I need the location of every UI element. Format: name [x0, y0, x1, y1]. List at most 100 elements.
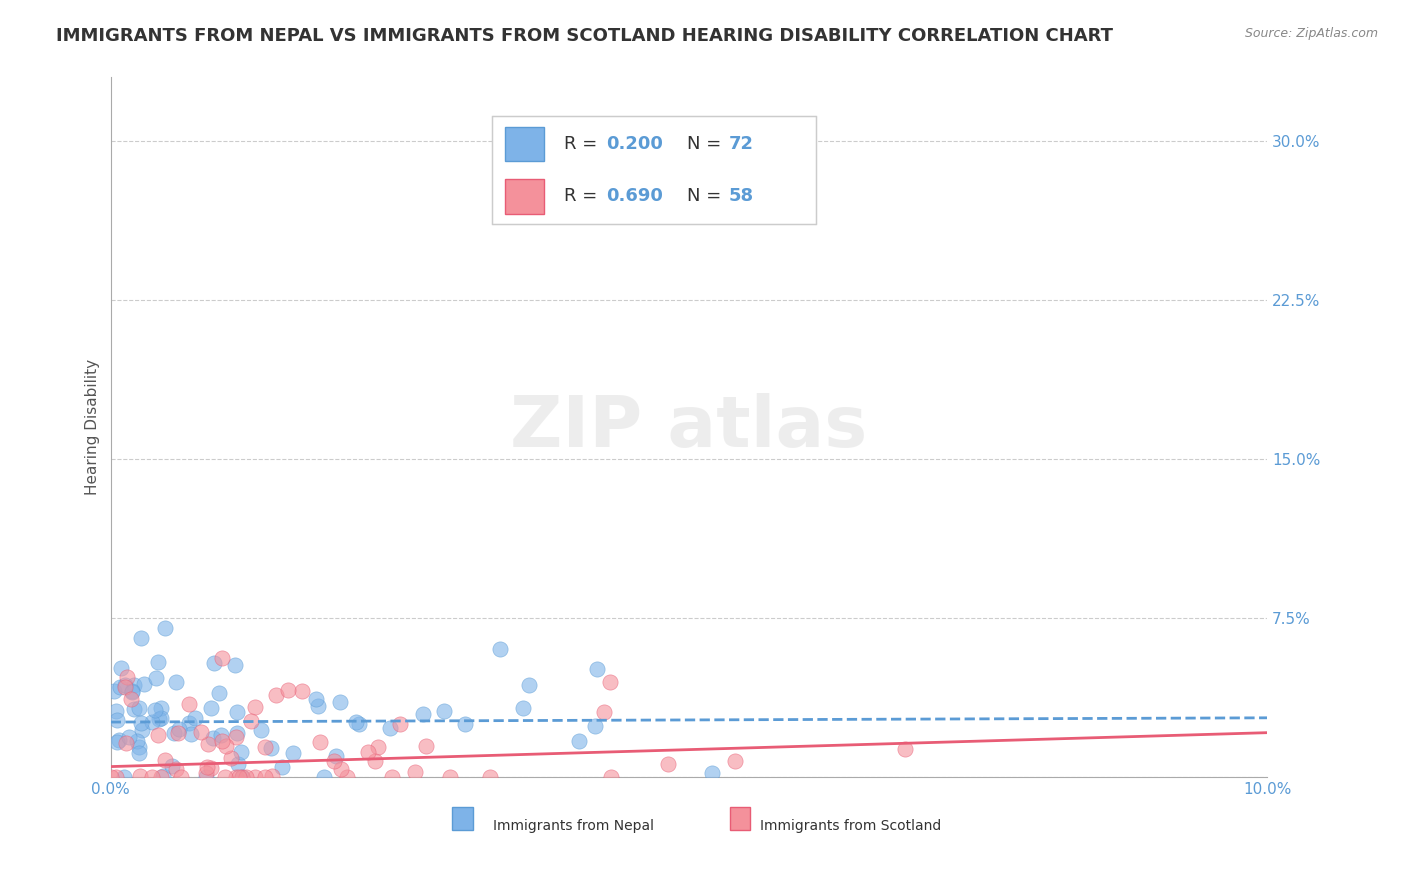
Point	[270, 760, 292, 774]
Point	[180, 727, 202, 741]
Point	[167, 722, 190, 736]
Point	[240, 714, 263, 728]
Point	[148, 655, 170, 669]
Point	[250, 723, 273, 738]
Point	[195, 760, 218, 774]
Point	[404, 764, 426, 779]
Point	[336, 770, 359, 784]
Point	[202, 656, 225, 670]
Point	[214, 770, 236, 784]
Point	[215, 739, 238, 753]
Point	[200, 761, 222, 775]
Point	[103, 684, 125, 698]
Point	[121, 685, 143, 699]
Point	[381, 770, 404, 784]
Point	[145, 671, 167, 685]
Point	[231, 770, 253, 784]
Point	[364, 755, 387, 769]
Point	[567, 733, 589, 747]
Text: Immigrants from Nepal: Immigrants from Nepal	[494, 819, 654, 833]
Point	[122, 702, 145, 716]
Point	[412, 707, 434, 722]
Point	[283, 747, 305, 761]
Point	[149, 770, 172, 784]
Point	[593, 705, 616, 719]
Point	[228, 770, 250, 784]
Point	[165, 762, 187, 776]
Point	[148, 712, 170, 726]
Point	[197, 737, 219, 751]
Point	[235, 770, 257, 784]
Point	[260, 741, 283, 756]
Point	[224, 658, 246, 673]
Point	[219, 751, 242, 765]
Point	[260, 769, 283, 783]
Point	[367, 739, 389, 754]
Point	[194, 770, 217, 784]
Point	[104, 704, 127, 718]
Point	[155, 753, 177, 767]
Text: Immigrants from Scotland: Immigrants from Scotland	[761, 819, 942, 833]
Point	[141, 770, 163, 784]
Point	[344, 715, 367, 730]
Point	[322, 754, 344, 768]
Point	[163, 726, 186, 740]
Point	[170, 770, 193, 784]
Point	[253, 739, 276, 754]
Point	[277, 683, 299, 698]
Point	[122, 678, 145, 692]
Point	[108, 680, 131, 694]
Point	[115, 736, 138, 750]
Point	[226, 726, 249, 740]
Point	[325, 748, 347, 763]
Point	[226, 756, 249, 771]
Text: Source: ZipAtlas.com: Source: ZipAtlas.com	[1244, 27, 1378, 40]
Point	[179, 697, 201, 711]
Point	[211, 733, 233, 747]
Point	[478, 770, 501, 784]
Point	[291, 684, 314, 698]
Point	[388, 716, 411, 731]
Point	[517, 678, 540, 692]
FancyBboxPatch shape	[730, 807, 751, 830]
Point	[128, 746, 150, 760]
Point	[194, 766, 217, 780]
Point	[105, 735, 128, 749]
Point	[599, 674, 621, 689]
Point	[225, 731, 247, 745]
Point	[253, 770, 276, 784]
Text: IMMIGRANTS FROM NEPAL VS IMMIGRANTS FROM SCOTLAND HEARING DISABILITY CORRELATION: IMMIGRANTS FROM NEPAL VS IMMIGRANTS FROM…	[56, 27, 1114, 45]
Point	[160, 759, 183, 773]
Point	[347, 717, 370, 731]
Point	[357, 745, 380, 759]
Point	[129, 769, 152, 783]
Point	[894, 742, 917, 756]
Point	[114, 680, 136, 694]
Point	[433, 704, 456, 718]
Point	[125, 734, 148, 748]
Point	[128, 739, 150, 754]
Point	[118, 730, 141, 744]
Point	[724, 755, 747, 769]
Point	[184, 711, 207, 725]
Point	[128, 701, 150, 715]
Point	[245, 770, 267, 784]
Point	[121, 683, 143, 698]
Point	[657, 757, 679, 772]
Point	[231, 770, 253, 784]
Point	[110, 661, 132, 675]
Point	[512, 701, 534, 715]
Y-axis label: Hearing Disability: Hearing Disability	[86, 359, 100, 495]
Point	[305, 692, 328, 706]
Point	[211, 651, 233, 665]
FancyBboxPatch shape	[451, 807, 472, 830]
Point	[104, 770, 127, 784]
Point	[329, 762, 352, 776]
Point	[229, 746, 252, 760]
Point	[105, 713, 128, 727]
Point	[264, 688, 287, 702]
Point	[167, 726, 190, 740]
Point	[131, 632, 153, 646]
Point	[143, 703, 166, 717]
Point	[600, 770, 623, 784]
